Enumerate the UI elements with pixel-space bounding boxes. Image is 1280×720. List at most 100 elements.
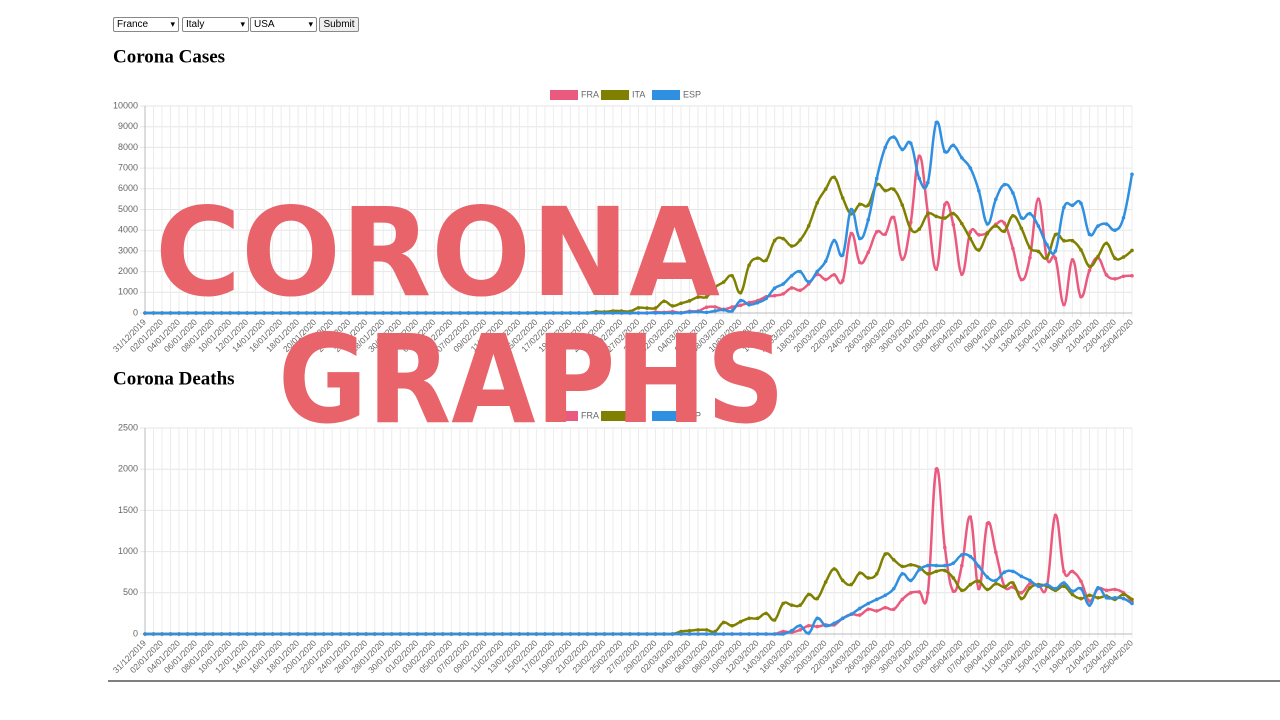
- data-point: [1130, 597, 1134, 602]
- data-point: [1121, 596, 1126, 601]
- data-point: [466, 311, 471, 315]
- data-point: [389, 632, 394, 636]
- data-point: [1053, 586, 1058, 591]
- data-point: [798, 603, 802, 607]
- data-point: [738, 298, 743, 303]
- data-point: [832, 567, 836, 571]
- data-point: [687, 299, 692, 303]
- data-point: [747, 632, 751, 636]
- overlay-title: GRAPHS: [278, 309, 785, 451]
- data-point: [602, 311, 607, 315]
- data-point: [262, 632, 266, 636]
- data-point: [662, 632, 666, 636]
- data-point: [1121, 592, 1126, 597]
- data-point: [1036, 249, 1041, 254]
- data-point: [670, 632, 675, 636]
- data-point: [908, 220, 913, 225]
- y-tick-label: 1000: [118, 287, 138, 297]
- data-point: [857, 202, 862, 207]
- data-point: [492, 311, 496, 315]
- data-point: [1036, 224, 1041, 228]
- data-point: [823, 277, 828, 282]
- data-point: [245, 311, 249, 315]
- data-point: [211, 311, 215, 315]
- data-point: [883, 605, 888, 610]
- data-point: [568, 632, 573, 636]
- data-point: [1053, 249, 1058, 253]
- y-tick-label: 6000: [118, 183, 138, 193]
- data-point: [713, 629, 717, 634]
- data-point: [832, 175, 836, 180]
- data-point: [219, 311, 224, 315]
- data-point: [458, 632, 462, 636]
- data-point: [840, 253, 845, 257]
- data-point: [772, 238, 777, 243]
- data-point: [755, 632, 760, 636]
- data-point: [585, 632, 590, 636]
- data-point: [194, 311, 198, 315]
- data-point: [236, 311, 241, 315]
- data-point: [389, 311, 394, 315]
- data-point: [730, 274, 734, 278]
- data-point: [483, 311, 488, 315]
- data-point: [823, 259, 828, 264]
- data-point: [832, 621, 836, 626]
- data-point: [653, 632, 658, 636]
- data-point: [815, 624, 819, 629]
- data-point: [994, 578, 998, 583]
- data-point: [977, 248, 981, 252]
- y-tick-label: 1500: [118, 505, 138, 515]
- data-point: [1002, 182, 1007, 187]
- data-point: [228, 632, 232, 636]
- data-point: [781, 629, 785, 634]
- country-select[interactable]: USA: [250, 17, 317, 32]
- data-point: [1087, 232, 1092, 237]
- data-point: [202, 311, 207, 315]
- data-point: [1002, 221, 1007, 225]
- data-point: [960, 272, 964, 277]
- data-point: [977, 189, 981, 193]
- data-point: [1087, 603, 1092, 607]
- data-point: [772, 632, 777, 636]
- data-point: [798, 623, 802, 628]
- data-point: [764, 296, 768, 301]
- data-point: [245, 632, 249, 636]
- data-point: [670, 304, 675, 308]
- data-point: [1104, 273, 1109, 277]
- data-point: [1070, 592, 1075, 597]
- data-point: [432, 311, 437, 315]
- data-point: [611, 311, 615, 315]
- data-point: [985, 521, 990, 526]
- data-point: [287, 311, 292, 315]
- data-point: [883, 145, 888, 150]
- data-point: [985, 587, 990, 592]
- data-point: [330, 632, 334, 636]
- data-point: [1130, 248, 1134, 253]
- data-point: [1113, 228, 1117, 232]
- data-point: [432, 632, 437, 636]
- submit-button[interactable]: Submit: [319, 17, 359, 32]
- country-select[interactable]: France: [113, 17, 179, 32]
- data-point: [713, 309, 717, 313]
- data-point: [857, 260, 862, 265]
- data-point: [1045, 242, 1049, 247]
- data-point: [1045, 582, 1049, 587]
- chart-title: Corona Cases: [113, 46, 225, 67]
- data-point: [891, 215, 896, 220]
- country-select[interactable]: Italy: [182, 17, 249, 32]
- data-point: [900, 203, 905, 207]
- data-point: [304, 632, 309, 636]
- data-point: [764, 632, 768, 636]
- data-point: [1096, 224, 1100, 228]
- legend-swatch: [652, 90, 680, 100]
- data-point: [1121, 215, 1126, 220]
- data-point: [857, 236, 862, 241]
- data-point: [713, 305, 717, 309]
- data-point: [943, 216, 947, 220]
- data-point: [994, 224, 998, 228]
- data-point: [1096, 254, 1100, 259]
- data-point: [517, 311, 522, 315]
- data-point: [925, 591, 930, 595]
- data-point: [806, 623, 811, 628]
- data-point: [1130, 601, 1134, 606]
